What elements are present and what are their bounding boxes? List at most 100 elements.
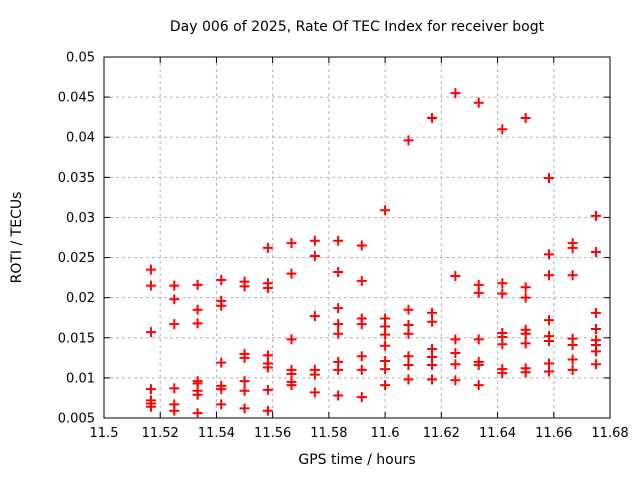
plot-border: [103, 56, 611, 419]
data-point-plus-marker: [590, 210, 601, 221]
data-point-plus-marker: [427, 307, 438, 318]
data-point-plus-marker: [427, 360, 438, 371]
data-point-plus-marker: [380, 329, 391, 340]
data-point-plus-marker: [567, 354, 578, 365]
y-tick-label: 0.03: [66, 211, 95, 226]
data-point-plus-marker: [309, 235, 320, 246]
data-point-plus-marker: [262, 362, 273, 373]
data-point-plus-marker: [450, 359, 461, 370]
data-point-plus-marker: [169, 383, 180, 394]
data-point-plus-marker: [356, 240, 367, 251]
data-point-plus-marker: [473, 360, 484, 371]
plot-border-rect: [103, 56, 611, 419]
data-point-plus-marker: [145, 280, 156, 291]
data-point-plus-marker: [403, 360, 414, 371]
y-tick-label: 0.01: [66, 371, 95, 386]
data-point-plus-marker: [450, 271, 461, 282]
data-point-plus-marker: [450, 375, 461, 386]
data-point-plus-marker: [333, 390, 344, 401]
data-point-plus-marker: [543, 366, 554, 377]
data-point-plus-marker: [333, 328, 344, 339]
data-point-plus-marker: [145, 384, 156, 395]
data-point-plus-marker: [239, 281, 250, 292]
data-point-plus-marker: [145, 401, 156, 412]
x-tick-label: 11.56: [254, 426, 291, 441]
data-point-plus-marker: [309, 311, 320, 322]
data-point-plus-marker: [497, 368, 508, 379]
data-point-plus-marker: [567, 339, 578, 350]
data-point-plus-marker: [473, 97, 484, 108]
chart-title: Day 006 of 2025, Rate Of TEC Index for r…: [170, 19, 545, 35]
data-point-plus-marker: [520, 328, 531, 339]
data-point-plus-marker: [309, 387, 320, 398]
data-point-plus-marker: [520, 292, 531, 303]
data-point-plus-marker: [450, 348, 461, 359]
data-point-plus-marker: [380, 364, 391, 375]
data-point-plus-marker: [543, 270, 554, 281]
data-point-plus-marker: [403, 135, 414, 146]
y-tick-label: 0.035: [58, 171, 95, 186]
data-point-plus-marker: [590, 359, 601, 370]
x-tick-label: 11.52: [142, 426, 179, 441]
data-point-plus-marker: [473, 380, 484, 391]
data-point-plus-marker: [543, 249, 554, 260]
data-point-plus-marker: [380, 340, 391, 351]
y-tick-label: 0.005: [58, 412, 95, 427]
data-point-plus-marker: [169, 319, 180, 330]
data-point-plus-marker: [333, 319, 344, 330]
data-point-plus-marker: [497, 124, 508, 135]
grid-lines: [104, 57, 610, 418]
data-point-plus-marker: [520, 338, 531, 349]
data-point-plus-marker: [169, 280, 180, 291]
data-point-plus-marker: [216, 384, 227, 395]
data-point-plus-marker: [286, 380, 297, 391]
data-point-plus-marker: [590, 307, 601, 318]
data-point-plus-marker: [356, 319, 367, 330]
data-point-plus-marker: [520, 367, 531, 378]
data-point-plus-marker: [427, 374, 438, 385]
data-point-plus-marker: [333, 235, 344, 246]
data-point-plus-marker: [543, 173, 554, 184]
data-point-plus-marker: [216, 357, 227, 368]
data-point-plus-marker: [239, 385, 250, 396]
data-point-plus-marker: [403, 351, 414, 362]
data-point-plus-marker: [520, 282, 531, 293]
data-point-plus-marker: [427, 112, 438, 123]
data-point-plus-marker: [216, 300, 227, 311]
data-point-plus-marker: [145, 327, 156, 338]
data-point-plus-marker: [497, 288, 508, 299]
data-point-plus-marker: [567, 270, 578, 281]
data-point-plus-marker: [239, 403, 250, 414]
data-point-plus-marker: [473, 334, 484, 345]
data-point-plus-marker: [543, 335, 554, 346]
x-tick-label: 11.5: [90, 426, 119, 441]
data-point-plus-marker: [567, 242, 578, 253]
data-point-plus-marker: [590, 246, 601, 257]
data-point-plus-marker: [216, 399, 227, 410]
data-point-plus-marker: [450, 334, 461, 345]
x-tick-label: 11.58: [310, 426, 347, 441]
data-point-plus-marker: [192, 279, 203, 290]
data-point-plus-marker: [145, 264, 156, 275]
data-point-plus-marker: [497, 339, 508, 350]
data-point-plus-marker: [192, 389, 203, 400]
data-point-plus-marker: [473, 287, 484, 298]
data-point-plus-marker: [286, 238, 297, 249]
y-tick-label: 0.015: [58, 331, 95, 346]
data-point-plus-marker: [169, 405, 180, 416]
data-point-plus-marker: [450, 88, 461, 99]
data-point-plus-marker: [239, 376, 250, 387]
data-point-plus-marker: [543, 315, 554, 326]
y-tick-labels: 0.005 0.01 0.015 0.02 0.025 0.03 0.035 0.04 0.04…: [58, 51, 95, 427]
data-point-plus-marker: [356, 275, 367, 286]
data-point-plus-marker: [216, 275, 227, 286]
data-point-plus-marker: [286, 268, 297, 279]
data-point-plus-marker: [309, 250, 320, 261]
y-axis-label: ROTI / TECUs: [9, 192, 25, 284]
data-point-plus-marker: [497, 278, 508, 289]
data-point-plus-marker: [380, 380, 391, 391]
data-point-plus-marker: [262, 405, 273, 416]
axis-tick-marks: [103, 56, 611, 419]
data-point-plus-marker: [520, 112, 531, 123]
